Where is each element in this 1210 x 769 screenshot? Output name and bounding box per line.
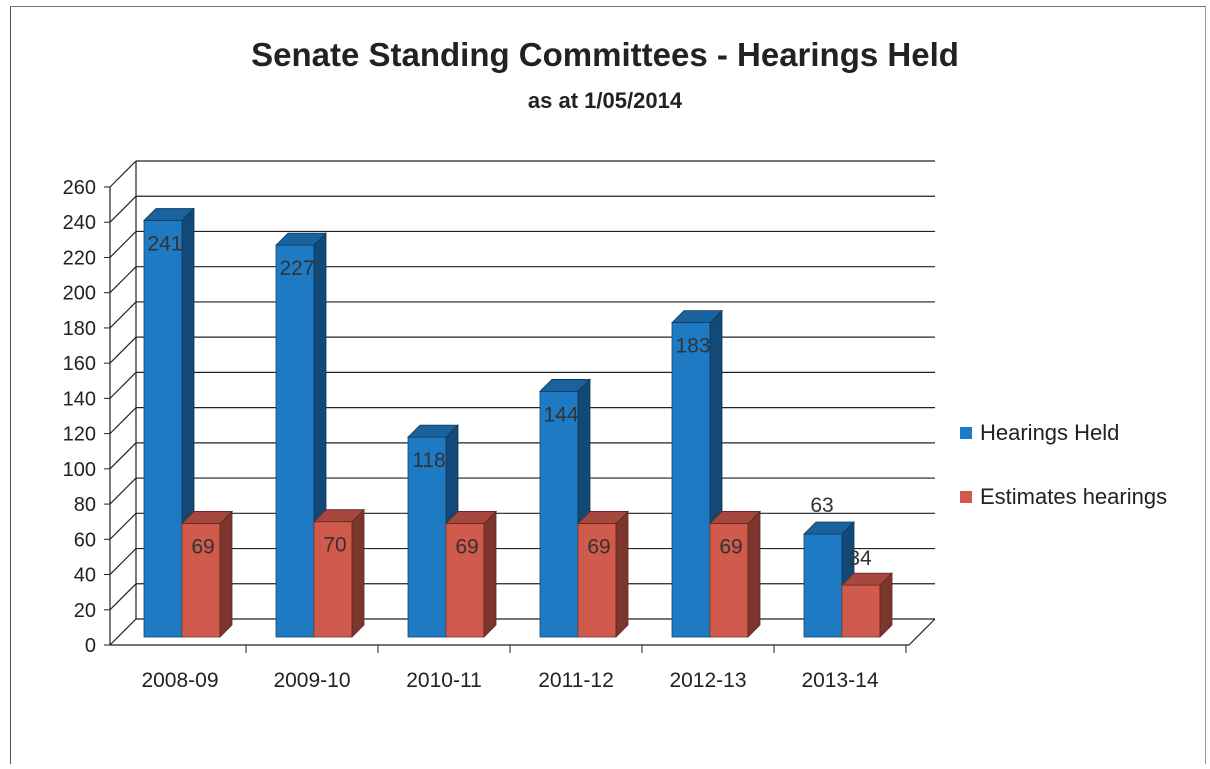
data-label: 69: [455, 535, 478, 558]
y-tick-label: 200: [63, 283, 96, 305]
wall-diagonal: [109, 618, 137, 646]
bar-estimates-hearings: [313, 521, 353, 638]
bar-hearings-held: [143, 220, 183, 638]
bar-hearings-held: [539, 390, 579, 638]
wall-diagonal: [109, 195, 137, 223]
bar-estimates-hearings: [841, 584, 881, 638]
wall-diagonal: [109, 231, 137, 258]
y-tick-label: 260: [63, 177, 96, 199]
x-tick-label: 2010-11: [406, 669, 482, 692]
y-tick-label: 180: [63, 318, 96, 340]
wall-diagonal: [109, 583, 137, 611]
data-label: 70: [323, 534, 346, 557]
bar-top: [803, 521, 855, 535]
bar-estimates-hearings: [181, 523, 221, 638]
floor-right-edge: [908, 618, 936, 646]
chart-title: Senate Standing Committees - Hearings He…: [251, 36, 959, 73]
wall-diagonal: [109, 407, 137, 435]
x-tick-label: 2009-10: [273, 669, 350, 692]
legend-swatch-hearings-held: [960, 427, 972, 439]
y-tick-label: 100: [63, 459, 96, 481]
bar-hearings-held: [407, 436, 447, 638]
bar-side: [483, 510, 497, 638]
data-label: 63: [810, 494, 833, 517]
bar-top: [445, 511, 497, 524]
data-label: 183: [675, 335, 710, 358]
legend-item-estimates-hearings: Estimates hearings: [960, 482, 1167, 512]
bar-top: [275, 232, 327, 246]
chart-subtitle: as at 1/05/2014: [527, 88, 683, 113]
wall-diagonal: [109, 371, 137, 399]
bar-top: [671, 310, 723, 324]
bar-estimates-hearings: [709, 523, 749, 638]
y-tick-label: 220: [63, 247, 96, 269]
x-tick-label: 2012-13: [669, 669, 746, 692]
wall-diagonal: [109, 477, 137, 505]
data-label: 69: [191, 535, 214, 558]
y-tick-label: 0: [85, 635, 96, 657]
wall-diagonal: [109, 266, 137, 294]
y-tick-label: 120: [63, 424, 96, 446]
bar-top: [539, 378, 591, 392]
y-tick-label: 20: [74, 600, 96, 622]
wall-diagonal: [109, 442, 137, 470]
x-tick-label: 2008-09: [141, 669, 218, 692]
wall-diagonal: [109, 548, 137, 575]
bar-hearings-held: [671, 322, 711, 638]
x-tick-label: 2011-12: [538, 669, 614, 692]
bar-hearings-held: [275, 244, 315, 638]
legend-label-hearings-held: Hearings Held: [980, 420, 1120, 445]
data-label: 34: [848, 547, 872, 570]
wall-diagonal: [109, 301, 137, 329]
bar-estimates-hearings: [577, 523, 617, 638]
chart-legend: Hearings Held Estimates hearings: [960, 418, 1167, 546]
data-label: 69: [587, 535, 610, 558]
bar-top: [841, 572, 893, 586]
bar-estimates-hearings: [445, 523, 485, 638]
bar-side: [351, 508, 365, 638]
wall-diagonal: [109, 160, 137, 188]
y-tick-label: 140: [63, 388, 96, 410]
bar-top: [143, 208, 195, 221]
x-tick-label: 2013-14: [801, 669, 878, 692]
bar-top: [407, 424, 459, 438]
bar-side: [615, 510, 629, 638]
y-tick-label: 60: [74, 529, 96, 551]
bar-hearings-held: [803, 533, 843, 638]
legend-label-estimates-hearings: Estimates hearings: [980, 484, 1168, 509]
data-label: 241: [147, 232, 182, 255]
chart-frame: [10, 6, 1206, 764]
wall-diagonal: [109, 512, 137, 540]
bar-top: [709, 511, 761, 524]
bar-side: [747, 510, 761, 638]
bar-top: [313, 509, 365, 523]
legend-item-hearings-held: Hearings Held: [960, 418, 1167, 448]
data-label: 118: [412, 449, 445, 472]
y-tick-label: 40: [74, 565, 96, 587]
bar-side: [219, 510, 233, 638]
legend-swatch-estimates-hearings: [960, 491, 972, 503]
data-label: 69: [719, 535, 742, 558]
data-label: 227: [279, 257, 314, 280]
data-label: 144: [543, 403, 578, 426]
bar-top: [577, 511, 629, 524]
y-tick-label: 160: [63, 353, 96, 375]
bar-top: [181, 511, 233, 524]
y-tick-label: 240: [63, 212, 96, 234]
wall-diagonal: [109, 336, 137, 364]
y-tick-label: 80: [74, 494, 96, 516]
